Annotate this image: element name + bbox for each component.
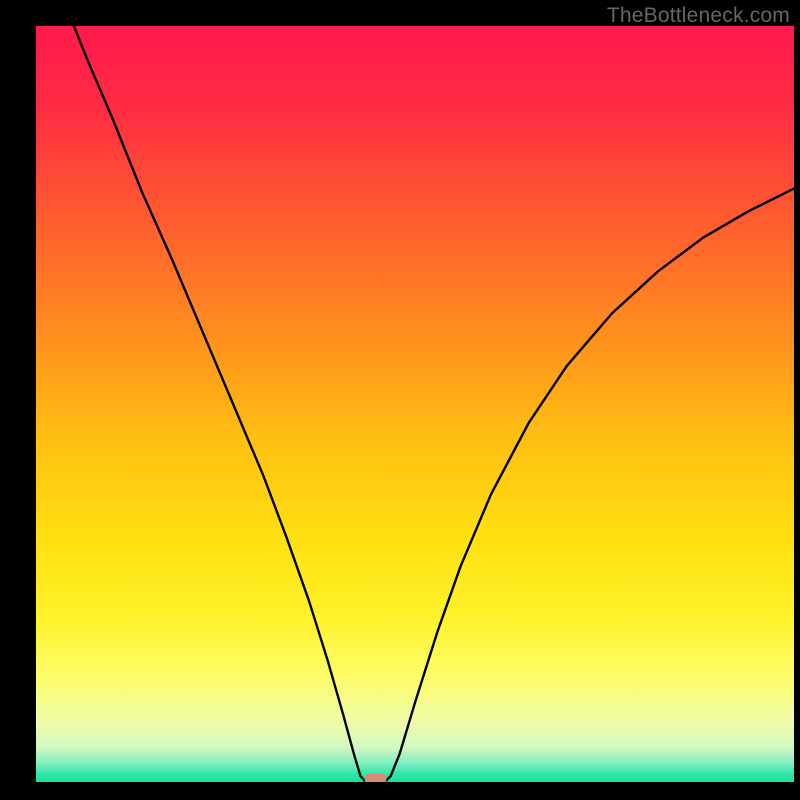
chart-container: TheBottleneck.com [0, 0, 800, 800]
watermark-text: TheBottleneck.com [607, 4, 790, 28]
bottleneck-chart [0, 0, 800, 800]
plot-background [36, 26, 794, 782]
axis-left [0, 26, 36, 800]
frame-right [794, 26, 800, 800]
axis-bottom [0, 782, 800, 800]
